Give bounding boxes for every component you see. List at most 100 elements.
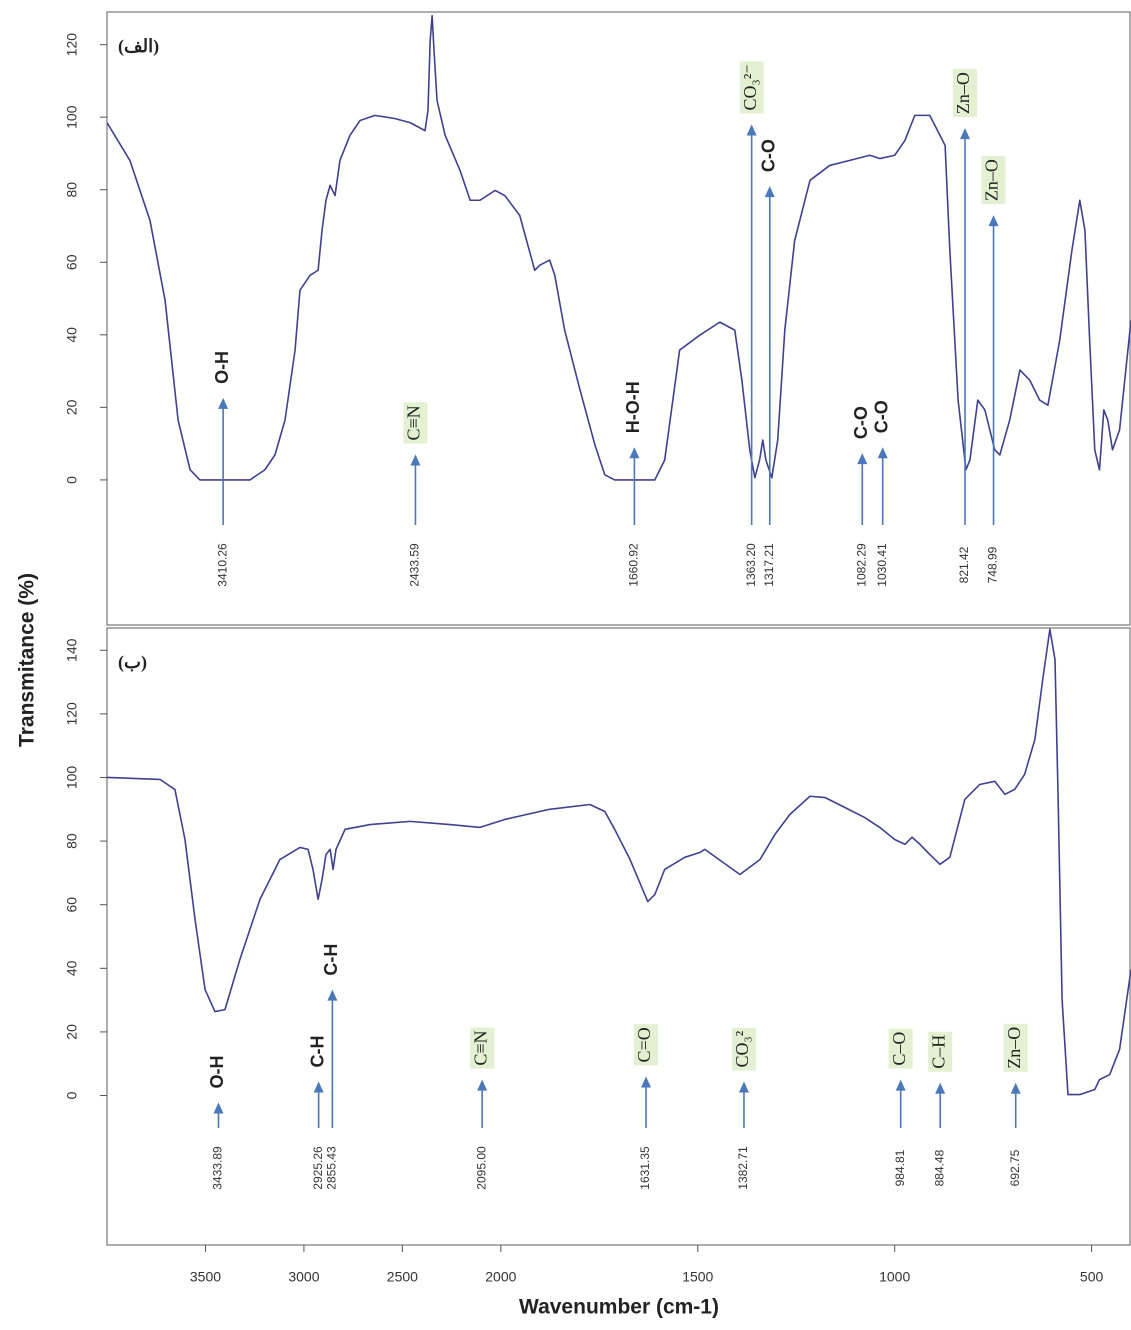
peak-label: H-O-H [623, 381, 643, 433]
peak-group-label: Zn–O [1003, 1023, 1028, 1072]
label-highlight [953, 69, 978, 118]
x-tick-label: 1500 [682, 1269, 713, 1285]
peak-group-label: Zn–O [981, 156, 1006, 205]
arrow-head [857, 453, 868, 465]
peak-group-label: C-O [871, 400, 891, 433]
arrow-head [218, 397, 229, 409]
peak-group-label: C≡N [470, 1027, 495, 1069]
peak-wavenumber: 2925.26 [311, 1146, 325, 1190]
peak-label: C-O [871, 400, 891, 433]
peak-label: Zn–O [1004, 1027, 1024, 1069]
label-highlight [928, 1031, 953, 1072]
peak-label: CO₃²⁻ [740, 64, 760, 110]
arrow-head [895, 1079, 906, 1091]
y-tick-label: 0 [64, 1091, 80, 1099]
y-tick-label: 20 [64, 399, 80, 415]
label-highlight [888, 1028, 913, 1069]
peak-label: CO₃² [732, 1031, 752, 1068]
peak-wavenumber: 2095.00 [474, 1146, 488, 1190]
peak-group-label: CO₃² [731, 1027, 756, 1071]
spectrum-line [107, 14, 1131, 481]
peak-label: O-H [207, 1056, 227, 1089]
arrow-head [313, 1081, 324, 1093]
y-tick-label: 0 [64, 476, 80, 484]
label-highlight [731, 1027, 756, 1071]
label-highlight [1003, 1023, 1028, 1072]
label-highlight [981, 156, 1006, 205]
peak-label: C-H [321, 944, 341, 976]
peak-wavenumber: 1631.35 [638, 1146, 652, 1190]
peak-group-label: Zn–O [953, 69, 978, 118]
arrow-head [1010, 1082, 1021, 1094]
spectrum-line [107, 628, 1131, 1096]
panel-label: (ب) [118, 652, 147, 673]
peak-wavenumber: 821.42 [957, 546, 971, 583]
arrow-head [935, 1082, 946, 1094]
label-highlight [403, 402, 428, 444]
peak-wavenumber: 748.99 [986, 546, 1000, 583]
peak-wavenumber: 2855.43 [325, 1146, 339, 1190]
label-highlight [470, 1027, 495, 1069]
peak-wavenumber: 1317.21 [762, 543, 776, 587]
x-tick-label: 3500 [190, 1269, 221, 1285]
peak-group-label: O-H [207, 1056, 227, 1089]
arrow-head [213, 1102, 224, 1114]
y-tick-label: 80 [64, 833, 80, 849]
peak-group-label: C=O [634, 1024, 659, 1066]
peak-label: C–O [889, 1032, 909, 1066]
peak-group-label: C-O [851, 406, 871, 439]
x-axis-title: Wavenumber (cm-1) [519, 1296, 719, 1319]
peak-label: C-O [759, 139, 779, 172]
peak-group-label: C–H [928, 1031, 953, 1072]
x-tick-label: 3000 [288, 1269, 319, 1285]
peak-wavenumber: 3433.89 [211, 1146, 225, 1190]
x-tick-label: 2500 [387, 1269, 418, 1285]
peak-group-label: CO₃²⁻ [739, 61, 764, 114]
label-highlight [739, 61, 764, 114]
peak-label: C=O [634, 1027, 654, 1062]
peak-group-label: C-H [307, 1036, 327, 1068]
peak-wavenumber: 984.81 [893, 1149, 907, 1186]
arrow-head [960, 128, 971, 140]
peak-group-label: O-H [212, 351, 232, 384]
y-tick-label: 120 [64, 33, 80, 57]
y-tick-label: 140 [64, 638, 80, 662]
peak-label: C–H [928, 1035, 948, 1069]
peak-group-label: C≡N [403, 402, 428, 444]
plot-frame [106, 627, 1131, 1246]
peak-label: O-H [212, 351, 232, 384]
y-axis-title: Transmitance (%) [16, 573, 39, 747]
peak-label: C≡N [404, 405, 424, 440]
y-tick-label: 40 [64, 327, 80, 343]
x-tick-label: 2000 [485, 1269, 516, 1285]
peak-label: Zn–O [953, 72, 973, 114]
panel-label: (الف) [118, 36, 159, 57]
plot-frame [106, 11, 1131, 626]
arrow-head [477, 1079, 488, 1091]
y-tick-label: 40 [64, 960, 80, 976]
y-tick-label: 100 [64, 766, 80, 790]
arrow-head [988, 215, 999, 227]
x-tick-label: 500 [1080, 1269, 1104, 1285]
arrow-head [738, 1081, 749, 1093]
peak-wavenumber: 2433.59 [408, 543, 422, 587]
peak-wavenumber: 884.48 [932, 1149, 946, 1186]
arrow-head [764, 186, 775, 198]
peak-group-label: H-O-H [623, 381, 643, 433]
x-tick-label: 1000 [879, 1269, 910, 1285]
label-highlight [634, 1024, 659, 1066]
y-tick-label: 80 [64, 182, 80, 198]
y-tick-label: 100 [64, 105, 80, 129]
peak-group-label: C-H [321, 944, 341, 976]
peak-wavenumber: 692.75 [1008, 1149, 1022, 1186]
y-tick-label: 20 [64, 1024, 80, 1040]
peak-label: C-H [307, 1036, 327, 1068]
peak-wavenumber: 1382.71 [736, 1146, 750, 1190]
y-tick-label: 60 [64, 254, 80, 270]
peak-group-label: C-O [759, 139, 779, 172]
peak-group-label: C–O [888, 1028, 913, 1069]
arrow-head [410, 454, 421, 466]
peak-label: C-O [851, 406, 871, 439]
